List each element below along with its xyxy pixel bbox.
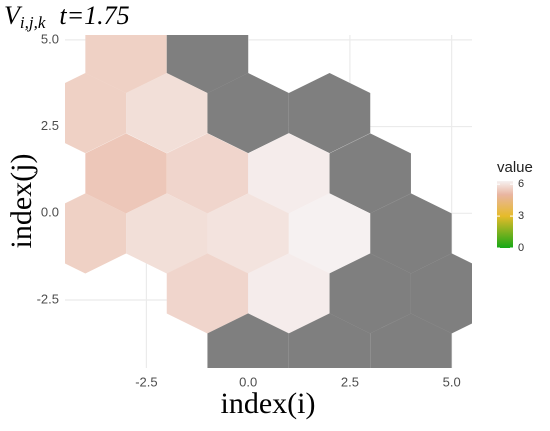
x-tick-label: 5.0 [443,374,461,389]
hex-cell [329,253,411,334]
hex-cell [288,193,371,274]
title-symbol: V [4,1,23,30]
hex-cell [248,253,330,334]
title-time: t=1.75 [59,1,129,30]
legend-tick-label: 3 [518,210,524,222]
y-tick-label: 0.0 [41,205,59,220]
hex-cell [288,313,371,368]
hex-cell [166,253,249,334]
hex-cell [410,253,472,334]
hex-cell [370,193,452,274]
chart-title: Vi,j,k t=1.75 [4,1,130,32]
y-tick-label: 5.0 [41,31,59,46]
hex-cell [166,35,249,94]
hex-cell [126,72,208,154]
x-tick-label: 2.5 [341,374,359,389]
hex-cell [207,313,289,368]
y-axis-label: index(j) [5,154,38,249]
legend-tick-label: 6 [518,178,524,190]
hex-cell [370,313,452,368]
hex-cell [207,193,289,274]
hex-cell [248,133,330,214]
y-tick-label: 2.5 [41,118,59,133]
x-tick-label: 0.0 [239,374,257,389]
hex-cell [166,133,249,214]
hex-cell [207,72,289,154]
hex-cell [65,193,127,274]
legend-colorbar [497,181,513,248]
legend-title: value [497,159,533,176]
hex-cell [85,35,167,94]
hex-cell [329,133,411,214]
y-tick-label: -2.5 [37,291,59,306]
hex-cell [65,72,127,154]
hex-cell [288,72,371,154]
hex-cell [85,133,167,214]
x-axis-label: index(i) [221,387,316,420]
legend-tick-label: 0 [518,242,524,254]
hex-cell [126,193,208,274]
title-subscript: i,j,k [20,13,46,32]
x-tick-label: -2.5 [135,374,157,389]
